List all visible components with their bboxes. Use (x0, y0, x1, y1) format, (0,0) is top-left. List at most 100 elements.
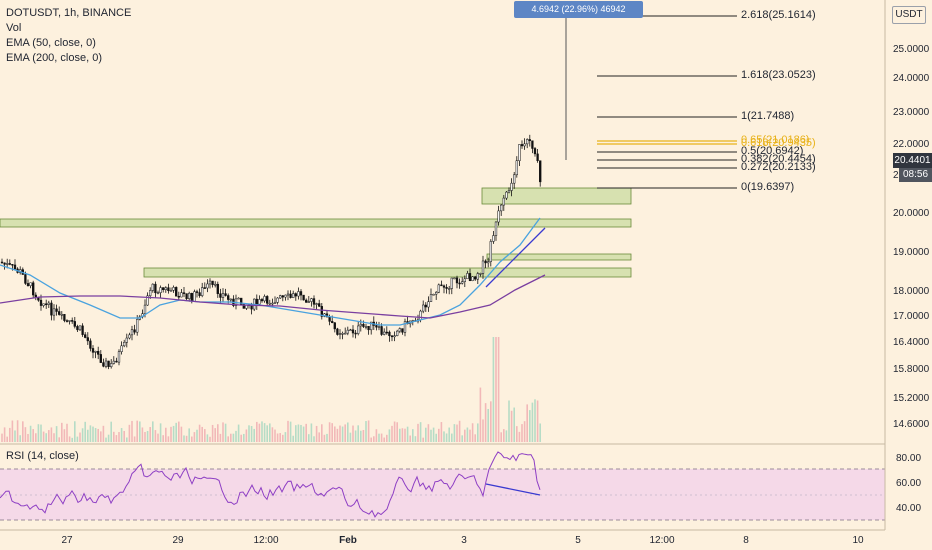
candle-body (195, 291, 199, 293)
volume-bar (115, 435, 118, 442)
volume-bar (419, 422, 422, 442)
volume-bar (224, 423, 227, 442)
candle-body (151, 283, 154, 291)
volume-bar (401, 428, 404, 442)
volume-bar (237, 424, 240, 442)
candle-body (258, 299, 261, 305)
volume-bar (388, 429, 391, 442)
volume-bar (201, 426, 203, 442)
volume-bar (399, 428, 401, 442)
candle-body (216, 283, 219, 294)
candle-body (494, 221, 498, 236)
candle-body (299, 291, 303, 296)
candle-body (110, 363, 113, 367)
time-tick-label: 12:00 (253, 535, 278, 546)
rsi-legend[interactable]: RSI (14, close) (6, 450, 79, 462)
volume-bar (469, 429, 471, 442)
candle-body (297, 291, 300, 297)
candle-body (310, 298, 313, 302)
volume-bar (79, 432, 81, 442)
candle-body (221, 293, 225, 298)
volume-bar (414, 436, 417, 442)
currency-button[interactable]: USDT (892, 6, 926, 24)
volume-bar (432, 427, 435, 442)
volume-bar (167, 436, 170, 442)
candle-body (73, 321, 76, 327)
candle-body (26, 283, 30, 287)
time-axis[interactable]: 27 29 12:00 Feb 3 5 12:00 8 10 (61, 535, 864, 546)
volume-bar (284, 432, 287, 442)
volume-bar (113, 431, 115, 442)
volume-bar (422, 437, 424, 442)
candle-body (432, 293, 435, 296)
fib-label-2618: 2.618(25.1614) (741, 9, 816, 21)
candle-body (437, 284, 440, 293)
candle-body (507, 190, 511, 193)
candle-body (307, 301, 310, 303)
price-tick-label: 14.6000 (893, 419, 930, 430)
fib-label-05: 0.5(20.6942) (741, 145, 804, 157)
candle-body (42, 303, 45, 306)
volume-bar (503, 429, 505, 442)
candle-body (81, 325, 84, 335)
candle-body (180, 292, 183, 298)
candle-body (206, 283, 209, 289)
volume-bar (84, 421, 86, 442)
indicator-vol[interactable]: Vol (6, 22, 22, 34)
candle-body (351, 329, 355, 334)
candle-body (167, 287, 170, 291)
symbol-title[interactable]: DOTUSDT, 1h, BINANCE (6, 7, 132, 19)
volume-bar (63, 429, 66, 442)
volume-bar (219, 433, 222, 442)
volume-bar (3, 427, 6, 442)
candle-body (302, 294, 305, 301)
volume-bar (378, 433, 380, 442)
volume-bar (196, 429, 198, 442)
candle-body (515, 160, 518, 176)
candle-body (11, 264, 14, 266)
bar-countdown: 08:56 (899, 168, 932, 182)
volume-bar (393, 421, 396, 442)
price-axis[interactable]: 25.000024.000023.000022.000021.000020.00… (893, 44, 930, 430)
candle-body (260, 299, 264, 302)
volume-bar (76, 436, 79, 442)
volume-bar (386, 434, 388, 442)
zone-left-upper (0, 218, 632, 228)
volume-bar (471, 423, 474, 442)
time-tick-label: Feb (339, 535, 357, 546)
candle-body (510, 182, 513, 191)
volume-bar (128, 424, 131, 442)
volume-bar (435, 433, 437, 442)
candle-body (154, 283, 157, 294)
candle-body (6, 263, 9, 265)
candle-body (466, 273, 469, 280)
candle-body (312, 298, 316, 305)
volume-bar (516, 426, 518, 442)
indicator-ema200[interactable]: EMA (200, close, 0) (6, 52, 102, 64)
volume-bar (53, 433, 55, 442)
price-tick-label: 15.2000 (893, 393, 930, 404)
fib-label-1: 1(21.7488) (741, 110, 795, 122)
rsi-tick-label: 80.00 (896, 453, 921, 464)
candle-body (341, 333, 344, 335)
candle-body (99, 354, 102, 363)
volume-bar (35, 433, 37, 442)
volume-bar (375, 429, 378, 442)
volume-bar (336, 428, 339, 442)
candle-body (24, 274, 27, 284)
volume-bar (97, 428, 99, 442)
price-tick-label: 24.0000 (893, 73, 930, 84)
volume-bar (440, 422, 443, 442)
candle-body (354, 332, 357, 335)
candle-body (497, 210, 500, 223)
volume-bar (243, 433, 245, 442)
candle-body (159, 287, 162, 293)
volume-bar (9, 427, 11, 442)
indicator-ema50[interactable]: EMA (50, close, 0) (6, 37, 96, 49)
candle-body (32, 282, 35, 296)
volume-bar (334, 426, 336, 442)
candle-body (513, 174, 516, 184)
candle-body (58, 311, 61, 315)
